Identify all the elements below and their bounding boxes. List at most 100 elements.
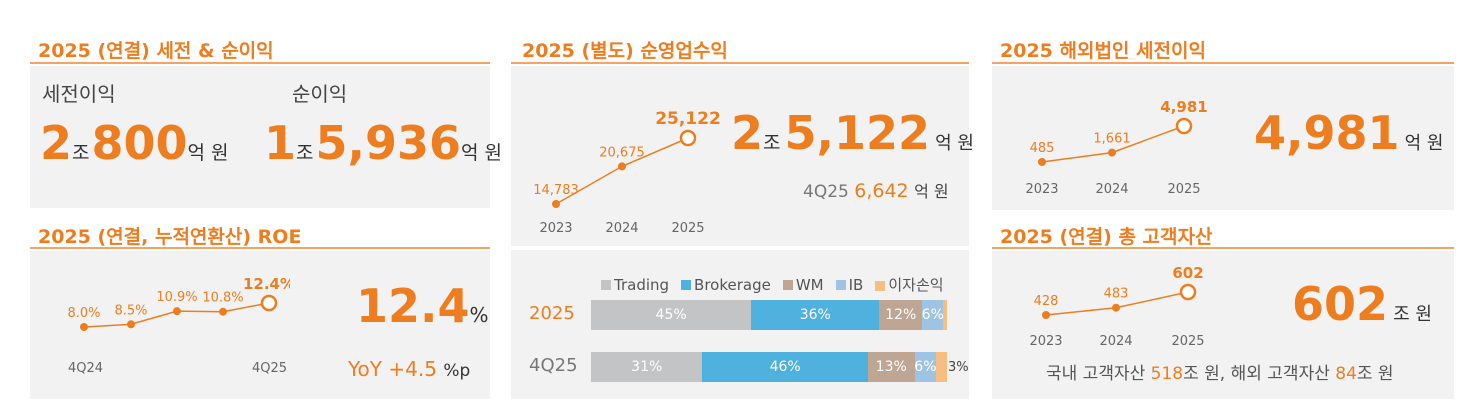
- title-rule: [992, 247, 1454, 249]
- assets-panel: 428 483 602 2023 2024 2025 602 조 원 국내 고객자산 51…: [992, 251, 1454, 399]
- data-point: [552, 200, 560, 208]
- data-label: 485: [1030, 141, 1055, 156]
- data-label: 8.0%: [67, 306, 100, 321]
- data-point-highlight: [1175, 117, 1193, 135]
- bar-segment-label: 45%: [655, 307, 687, 323]
- x-tick-label: 2025: [671, 221, 704, 236]
- bar-segment-label: 31%: [631, 359, 663, 375]
- bar-segment: 3%: [936, 352, 969, 382]
- data-point: [1112, 303, 1120, 312]
- legend-item: 이자손익: [875, 274, 944, 295]
- roe-panel: 8.0% 8.5% 10.9% 10.8% 12.4% 4Q24 4Q25 12.4% …: [30, 251, 490, 399]
- legend-label: 이자손익: [888, 276, 944, 294]
- data-point: [1042, 311, 1050, 319]
- bar-segment: 46%: [702, 352, 868, 382]
- data-label: 14,783: [533, 183, 579, 198]
- stacked-bar: 45% 36% 12% 6%: [591, 300, 947, 330]
- x-tick-label: 2025: [1167, 182, 1200, 197]
- panel-title-assets: 2025 (연결) 총 고객자산: [1000, 226, 1213, 248]
- assets-line-chart: 428 483 602 2023 2024 2025: [1029, 264, 1204, 349]
- data-point: [1038, 158, 1046, 166]
- profit-panel: 세전이익 순이익 2조800억 원 1조5,936억 원: [30, 66, 502, 208]
- stacked-bar: 31% 46% 13% 6% 3%: [591, 352, 969, 382]
- data-label: 4,981: [1160, 98, 1207, 116]
- net-value: 1조5,936억 원: [264, 116, 503, 170]
- panel-title-roe: 2025 (연결, 누적연환산) ROE: [38, 226, 302, 248]
- roe-x-end: 4Q25: [252, 361, 288, 376]
- data-label: 20,675: [599, 145, 645, 160]
- bar-category-label: 2025: [529, 303, 575, 324]
- overseas-big-value: 4,981 억 원: [1254, 106, 1444, 160]
- roe-x-start: 4Q24: [68, 361, 104, 376]
- legend-swatch: [681, 280, 692, 290]
- panel-title-profit: 2025 (연결) 세전 & 순이익: [38, 40, 274, 62]
- roe-line-chart: 8.0% 8.5% 10.9% 10.8%12.4%: [67, 275, 290, 331]
- bar-segment: 45%: [591, 300, 752, 330]
- data-label: 483: [1104, 287, 1129, 302]
- revenue-mix-panel: Trading Brokerage WM IB 이자손익 2025 45% 36% 12% 6%…: [511, 250, 969, 399]
- revenue-mix-legend: Trading Brokerage WM IB 이자손익: [601, 274, 944, 295]
- pretax-label: 세전이익: [42, 82, 116, 106]
- panel-title-overseas: 2025 해외법인 세전이익: [1000, 40, 1206, 62]
- bar-segment-label: 3%: [947, 359, 969, 375]
- legend-item: Trading: [601, 276, 669, 294]
- roe-yoy: YoY +4.5 %p: [348, 357, 471, 381]
- x-tick-label: 2025: [1171, 334, 1204, 349]
- bar-segment-label: 13%: [875, 359, 907, 375]
- bar-segment: 12%: [879, 300, 923, 330]
- data-point: [173, 307, 181, 316]
- data-point: [80, 323, 88, 331]
- legend-item: WM: [782, 275, 824, 294]
- bar-segment: 13%: [867, 352, 915, 382]
- assets-note: 국내 고객자산 518조 원, 해외 고객자산 84조 원: [1046, 364, 1394, 384]
- net-label: 순이익: [292, 82, 348, 106]
- legend-label: Brokerage: [694, 275, 771, 294]
- panel-title-revenue: 2025 (별도) 순영업수익: [522, 40, 728, 62]
- overseas-panel: 485 1,661 4,981 2023 2024 2025 4,981 억 원: [992, 66, 1454, 210]
- legend-label: Trading: [614, 275, 670, 294]
- bar-segment: [943, 300, 947, 330]
- bar-category-label: 4Q25: [529, 355, 578, 376]
- data-point-highlight: [1179, 283, 1197, 301]
- title-rule: [30, 247, 490, 249]
- pretax-value: 2조800억 원: [40, 116, 229, 170]
- x-tick-label: 2023: [539, 221, 572, 236]
- data-label: 1,661: [1093, 132, 1130, 147]
- data-point-highlight: [679, 129, 697, 147]
- title-rule: [511, 62, 969, 64]
- data-label: 25,122: [655, 109, 721, 129]
- bar-segment-label: 12%: [885, 307, 917, 323]
- revenue-big-value: 2조5,122 억 원: [731, 106, 974, 160]
- title-rule: [992, 62, 1454, 64]
- x-tick-label: 2024: [605, 221, 638, 236]
- x-tick-label: 2023: [1025, 182, 1058, 197]
- data-label: 10.9%: [156, 290, 197, 305]
- revenue-quarter: 4Q25 6,642 억 원: [803, 180, 949, 202]
- data-label: 10.8%: [202, 291, 243, 306]
- bar-segment: 36%: [751, 300, 880, 330]
- x-tick-label: 2023: [1029, 334, 1062, 349]
- x-tick-label: 2024: [1099, 334, 1132, 349]
- legend-swatch: [782, 280, 793, 290]
- overseas-line-chart: 485 1,661 4,981 2023 2024 2025: [1025, 98, 1207, 197]
- data-point-highlight: [260, 294, 278, 312]
- bar-segment-label: 36%: [799, 307, 831, 323]
- data-label: 428: [1034, 294, 1059, 309]
- legend-swatch: [875, 280, 886, 291]
- data-label: 8.5%: [114, 303, 147, 318]
- bar-segment-label: 46%: [769, 359, 801, 375]
- legend-swatch: [835, 280, 846, 290]
- legend-item: IB: [835, 275, 864, 294]
- legend-label: WM: [795, 275, 824, 294]
- data-point: [219, 307, 227, 316]
- assets-big-value: 602 조 원: [1292, 277, 1432, 331]
- x-tick-label: 2024: [1095, 182, 1128, 197]
- data-label: 602: [1172, 264, 1203, 282]
- data-label: 12.4%: [243, 275, 290, 293]
- data-point: [618, 162, 626, 171]
- bar-segment-label: 6%: [914, 359, 937, 375]
- bar-segment: 6%: [922, 300, 944, 330]
- bar-segment: 6%: [914, 352, 937, 382]
- legend-item: Brokerage: [681, 276, 771, 294]
- legend-label: IB: [848, 275, 864, 294]
